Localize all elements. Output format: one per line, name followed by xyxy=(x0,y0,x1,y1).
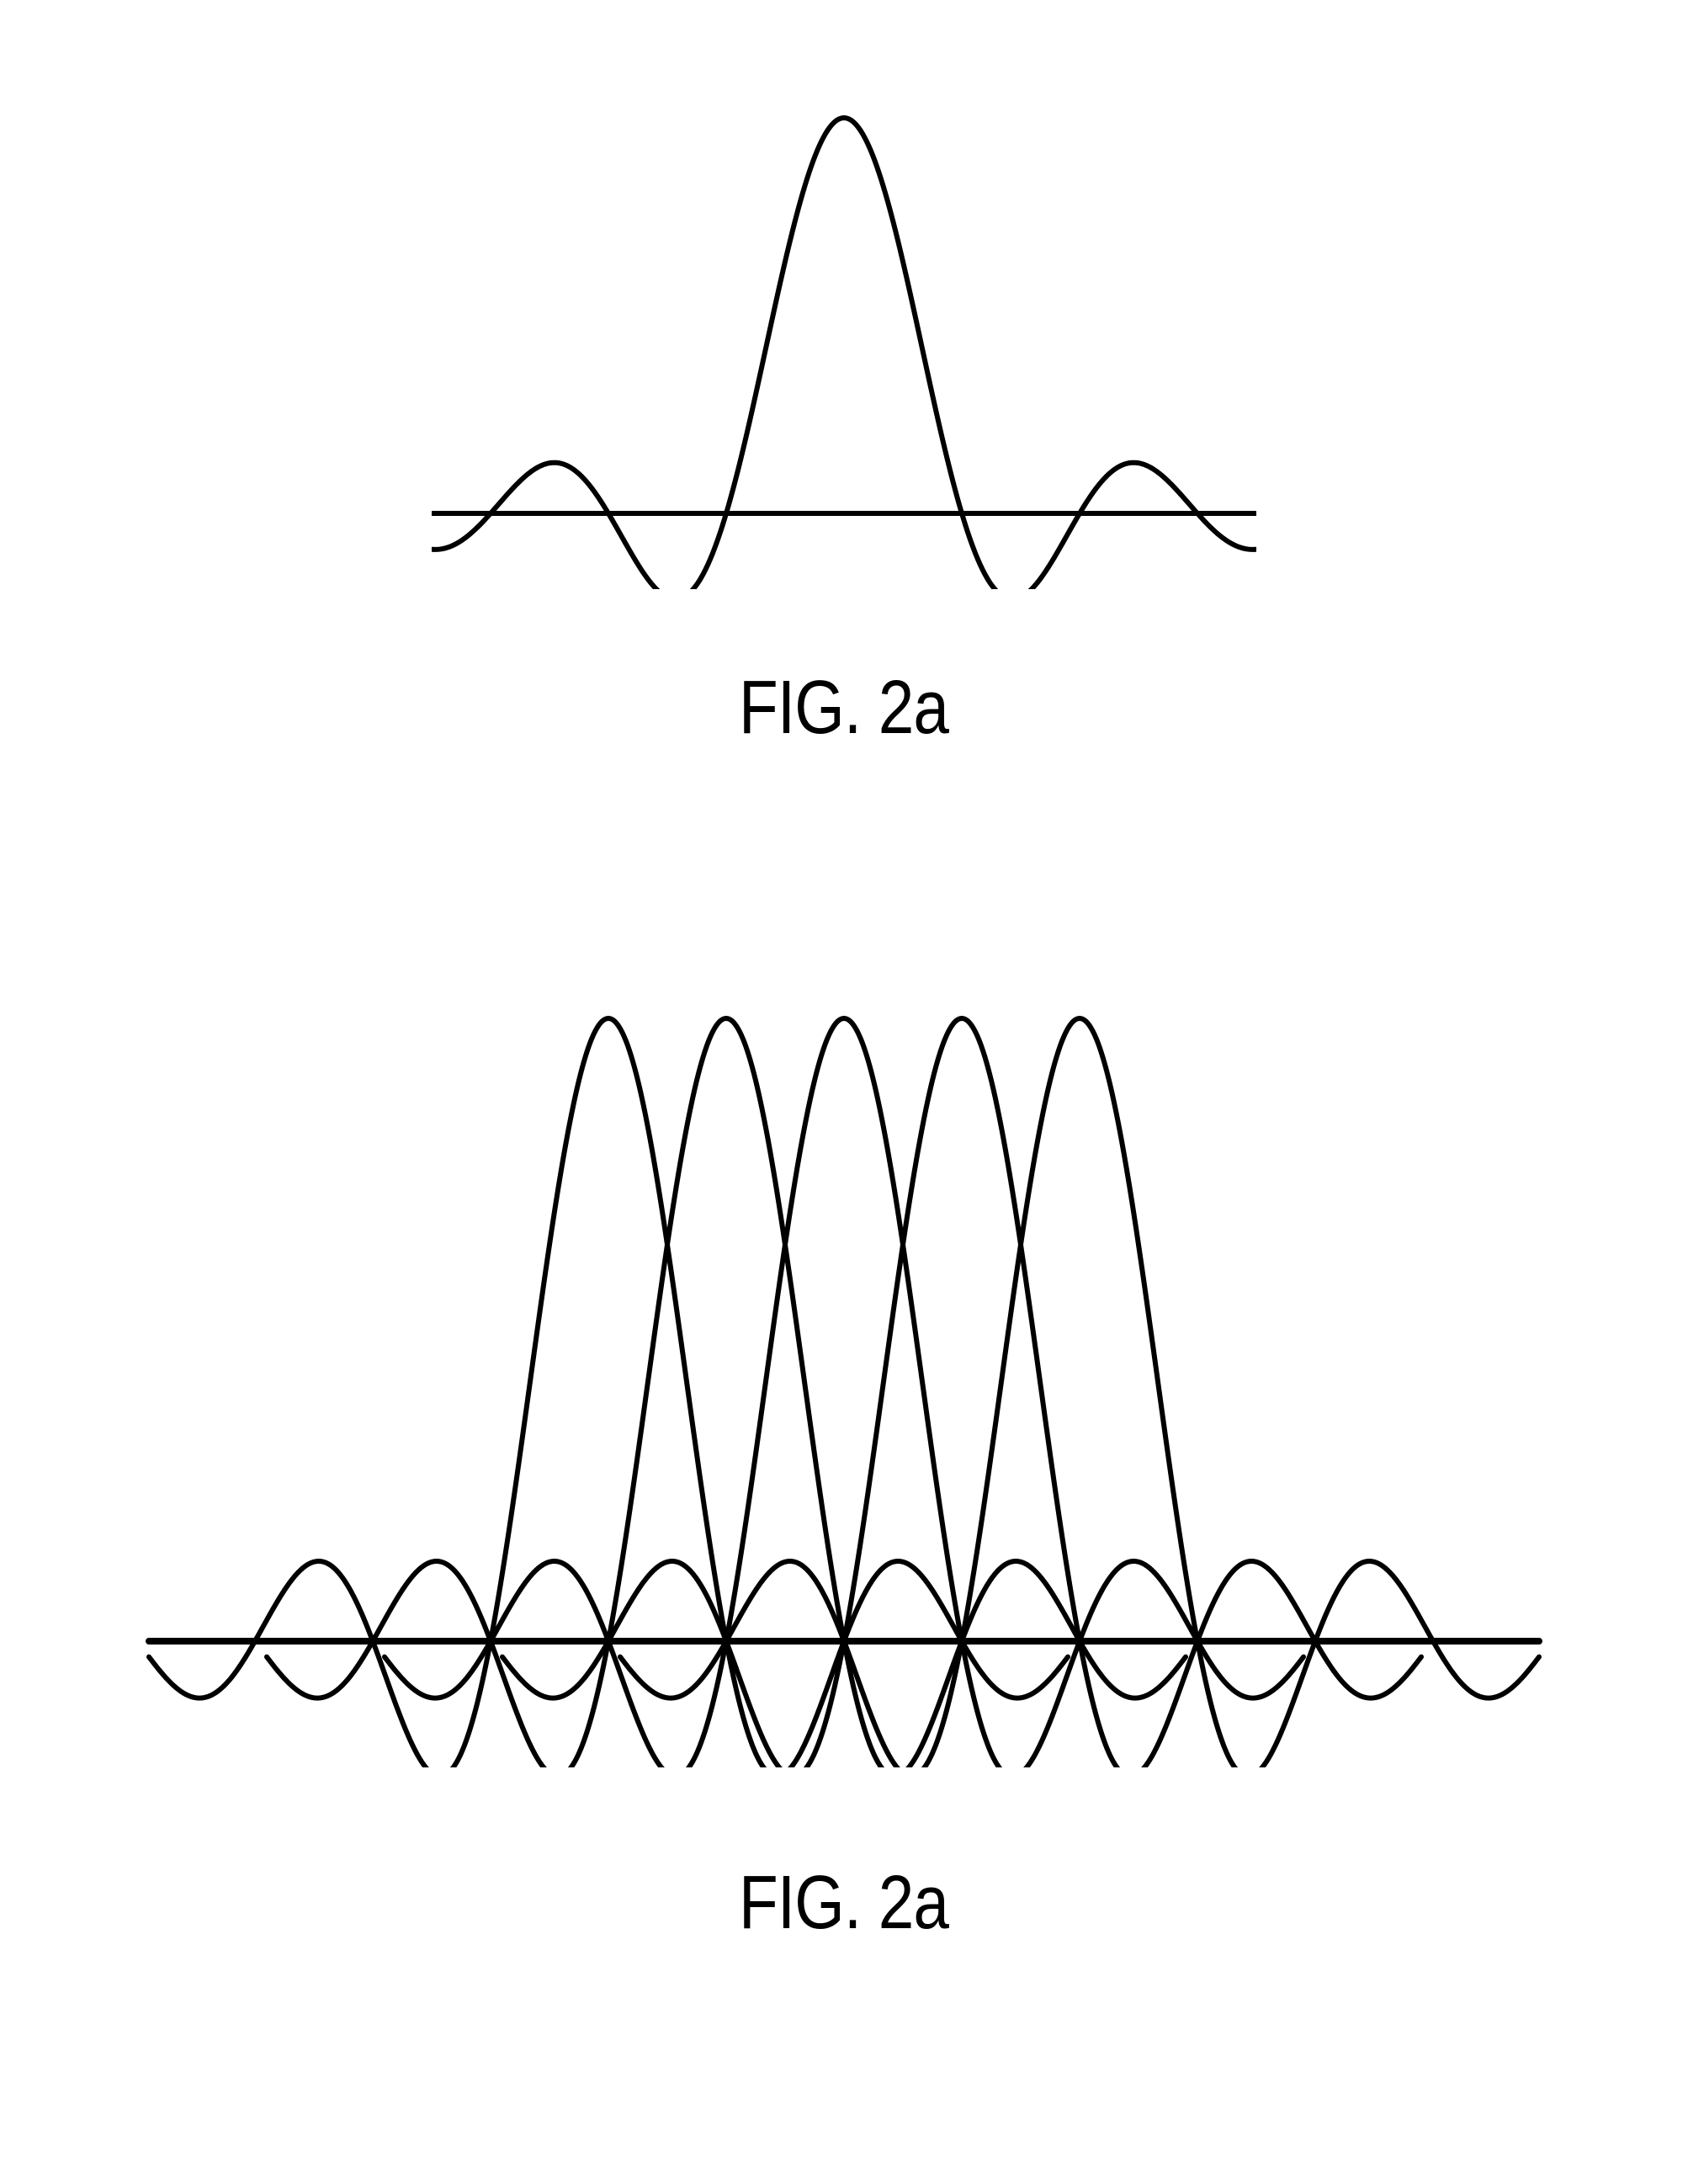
figure-caption-a: FIG. 2a xyxy=(739,665,948,752)
figure-2a-multi: FIG. 2a xyxy=(0,968,1688,1947)
ofdm-plot xyxy=(137,968,1551,1767)
subcarrier-3 xyxy=(502,1018,1421,1767)
subcarrier-2 xyxy=(385,1018,1303,1767)
page: FIG. 2a FIG. 2a xyxy=(0,0,1688,2184)
subcarrier-0 xyxy=(149,1018,1068,1767)
figure-caption-b: FIG. 2a xyxy=(739,1860,948,1947)
sinc-plot xyxy=(432,67,1256,589)
subcarrier-4 xyxy=(620,1018,1539,1767)
figure-2a-single: FIG. 2a xyxy=(0,67,1688,752)
subcarrier-1 xyxy=(267,1018,1186,1767)
sinc-curve xyxy=(432,118,1256,589)
